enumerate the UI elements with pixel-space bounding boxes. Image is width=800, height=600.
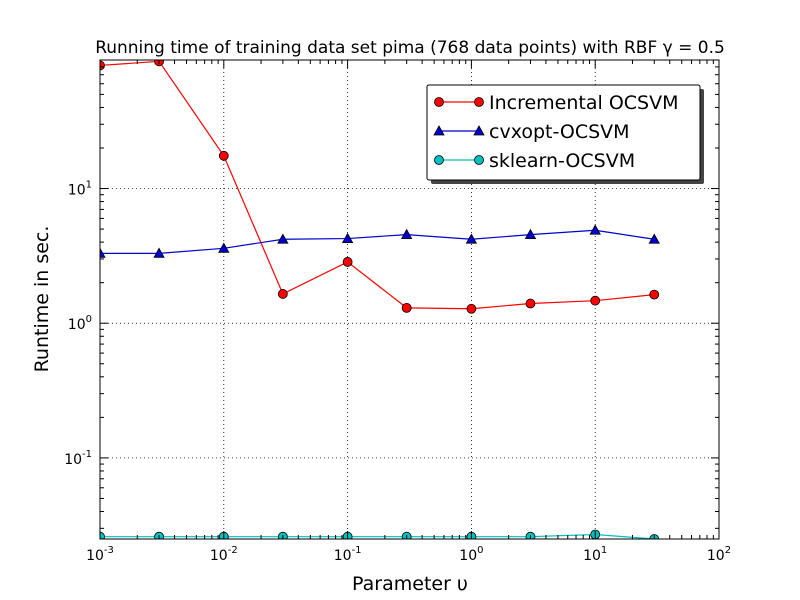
data-point bbox=[277, 233, 289, 244]
y-tick-label: 100 bbox=[68, 314, 92, 333]
data-point bbox=[342, 257, 353, 267]
x-axis-label: Parameter υ bbox=[352, 573, 468, 595]
data-point bbox=[589, 224, 601, 235]
data-point bbox=[218, 242, 230, 253]
data-point bbox=[341, 232, 354, 243]
data-point bbox=[465, 233, 478, 244]
legend-label: sklearn-OCSVM bbox=[489, 150, 635, 172]
data-point bbox=[100, 247, 106, 258]
legend-label: Incremental OCSVM bbox=[489, 92, 679, 114]
tick-labels: 10-3 10-2 10-1 100 101 102 10-1 100 101 bbox=[64, 180, 731, 564]
y-tick-label: 10-1 bbox=[64, 449, 92, 468]
x-tick-label: 100 bbox=[459, 545, 483, 564]
data-point bbox=[100, 531, 105, 539]
data-point bbox=[525, 298, 536, 309]
data-point bbox=[153, 247, 165, 258]
x-tick-label: 10-2 bbox=[210, 545, 238, 564]
legend-marker bbox=[474, 155, 484, 165]
series-incremental-ocsvm bbox=[100, 60, 660, 314]
y-tick-label: 101 bbox=[68, 180, 92, 199]
data-point bbox=[466, 303, 477, 314]
legend: Incremental OCSVM cvxopt-OCSVM sklearn-OCS… bbox=[426, 84, 704, 184]
legend-marker bbox=[433, 125, 445, 136]
y-axis-label: Runtime in sec. bbox=[31, 226, 53, 373]
legend-marker bbox=[473, 125, 485, 136]
legend-marker bbox=[434, 97, 444, 107]
series-line bbox=[100, 60, 655, 310]
data-point bbox=[401, 302, 412, 313]
legend-box bbox=[426, 84, 701, 181]
data-point bbox=[649, 289, 660, 300]
plot-area bbox=[100, 60, 660, 539]
axis-ticks bbox=[99, 60, 720, 539]
series-sklearn-ocsvm bbox=[100, 529, 660, 539]
data-point bbox=[524, 228, 537, 239]
legend-label: cvxopt-OCSVM bbox=[489, 121, 630, 143]
x-tick-label: 102 bbox=[707, 545, 731, 564]
data-point bbox=[648, 233, 660, 244]
data-point bbox=[590, 295, 601, 306]
x-tick-label: 10-3 bbox=[86, 545, 114, 564]
legend-marker bbox=[434, 155, 444, 165]
data-point bbox=[400, 228, 413, 239]
plot-frame bbox=[99, 59, 720, 540]
x-tick-label: 101 bbox=[583, 545, 607, 564]
series-cvxopt-ocsvm bbox=[100, 224, 660, 258]
chart-title: Running time of training data set pima (… bbox=[95, 38, 725, 58]
series-line bbox=[100, 533, 655, 539]
data-point bbox=[277, 289, 288, 299]
legend-marker bbox=[474, 97, 484, 107]
x-tick-label: 10-1 bbox=[334, 545, 362, 564]
data-point bbox=[100, 60, 105, 71]
data-point bbox=[218, 150, 229, 161]
series-line bbox=[100, 229, 655, 254]
